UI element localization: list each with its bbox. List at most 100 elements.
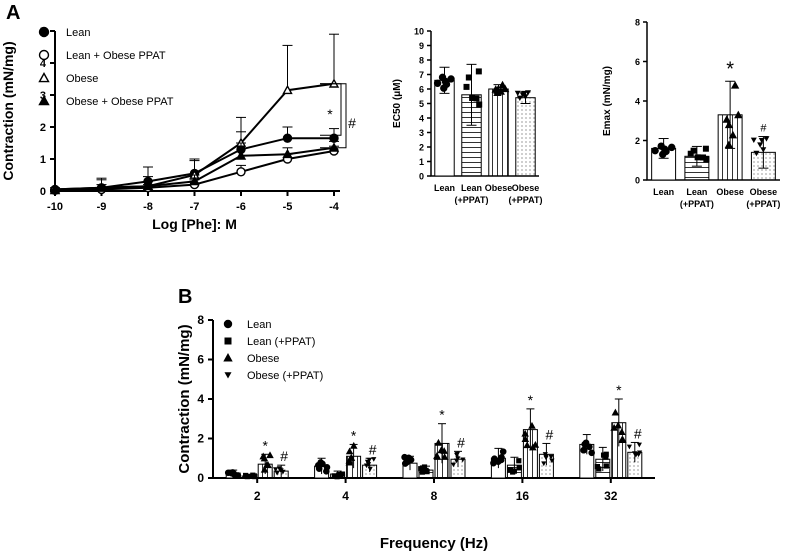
significance-star: * [351, 427, 357, 443]
legend-label-lean: Lean [66, 27, 90, 39]
data-point [541, 461, 547, 467]
x-tick-label-32: 32 [604, 489, 618, 503]
data-point [543, 455, 549, 461]
data-point [349, 441, 358, 449]
data-point [319, 460, 326, 468]
y-tick-label: 0 [197, 471, 204, 485]
y-tick-label: 6 [197, 353, 204, 367]
data-point [724, 120, 734, 129]
x-tick-label-16: 16 [516, 489, 530, 503]
data-point [722, 115, 731, 123]
x-tick-label-2: 2 [254, 489, 261, 503]
data-point [498, 80, 507, 89]
data-point [433, 453, 442, 460]
legend-label-obese-ppat: Obese (+PPAT) [247, 370, 323, 382]
significance-star: * [439, 407, 445, 423]
data-point [631, 451, 638, 456]
y-tick-label: 6 [635, 57, 640, 67]
data-point [724, 140, 734, 149]
x-tick-label-lean: Lean [653, 187, 674, 197]
data-point [476, 101, 483, 108]
y-tick-label: 5 [419, 99, 424, 109]
data-point [516, 465, 522, 471]
data-point [549, 458, 555, 464]
data-point [450, 462, 457, 468]
data-point [703, 156, 710, 163]
legend-marker-obese [38, 72, 50, 83]
data-point [243, 472, 249, 479]
data-point [750, 137, 757, 143]
data-point [690, 147, 697, 154]
data-point [542, 452, 548, 457]
significance-star: * [726, 58, 734, 80]
data-point [588, 449, 595, 457]
data-point [521, 435, 530, 443]
data-point [367, 466, 373, 472]
data-point [528, 421, 536, 429]
data-point [500, 84, 510, 93]
significance-hash: # [457, 434, 465, 450]
data-point [434, 438, 443, 446]
data-point [339, 471, 346, 477]
data-point [657, 142, 665, 150]
legend-marker-obese [223, 353, 233, 362]
data-point [700, 154, 707, 161]
bar-obese [488, 88, 509, 177]
data-point [619, 435, 627, 443]
chart-b-frequency: 0 2 4 6 8 Frequency (Hz) Contraction (mN/mg) 2 *… [176, 313, 655, 552]
data-point [440, 453, 449, 460]
significance-star: * [616, 382, 622, 398]
x-axis-label: Log [Phe]: M [152, 216, 237, 232]
data-point [371, 457, 377, 462]
data-point-obese-obese-ppat [235, 150, 247, 160]
y-tick-label: 10 [414, 27, 424, 37]
data-point [363, 463, 370, 469]
x-tick-label-lean-ppat: Lean [686, 187, 707, 197]
data-point-obese-obese-ppat [49, 184, 61, 195]
x-tick-label: -9 [97, 201, 107, 213]
significance-hash: # [369, 441, 377, 457]
data-point [757, 142, 764, 148]
data-point [626, 444, 632, 450]
x-tick-label: -5 [283, 201, 293, 213]
significance-bracket-hash [320, 83, 347, 149]
data-point [687, 150, 694, 157]
y-tick-label: 0 [40, 186, 46, 198]
data-point [611, 408, 620, 416]
data-point [610, 423, 618, 431]
x-tick-label-4: 4 [342, 489, 349, 503]
y-tick-label: 2 [419, 143, 424, 153]
x-tick-label-obese-ppat: (+PPAT) [509, 195, 543, 205]
y-tick-label: 4 [40, 58, 47, 70]
data-point [516, 95, 523, 102]
data-point [522, 94, 529, 100]
data-point [491, 85, 500, 93]
legend-marker-obese-obese-ppat [38, 95, 50, 106]
x-tick-label-lean: Lean [434, 183, 455, 193]
data-point [264, 461, 272, 469]
x-tick-label-lean-ppat: (+PPAT) [680, 199, 714, 209]
legend-label-obese: Obese [247, 353, 279, 365]
significance-hash: # [546, 426, 554, 442]
data-point-obese [282, 84, 293, 95]
y-tick-label: 9 [419, 41, 424, 51]
data-point-lean-obese-ppat [236, 167, 246, 177]
data-point [345, 447, 354, 455]
data-point-obese-obese-ppat [189, 175, 200, 186]
y-axis-label: Contraction (mN/mg) [0, 41, 16, 180]
data-point [331, 473, 338, 479]
data-point [231, 471, 238, 479]
data-point [758, 137, 765, 144]
y-tick-label: 2 [635, 136, 640, 146]
panel-label-b: B [178, 286, 192, 308]
data-point [603, 463, 609, 469]
y-tick-label: 1 [419, 157, 424, 167]
data-point [405, 454, 413, 462]
data-point [651, 146, 659, 155]
legend-marker-obese-ppat [224, 372, 232, 379]
data-point [580, 446, 588, 454]
legend-marker-lean-ppat [224, 337, 232, 345]
significance-hash: # [634, 425, 642, 441]
